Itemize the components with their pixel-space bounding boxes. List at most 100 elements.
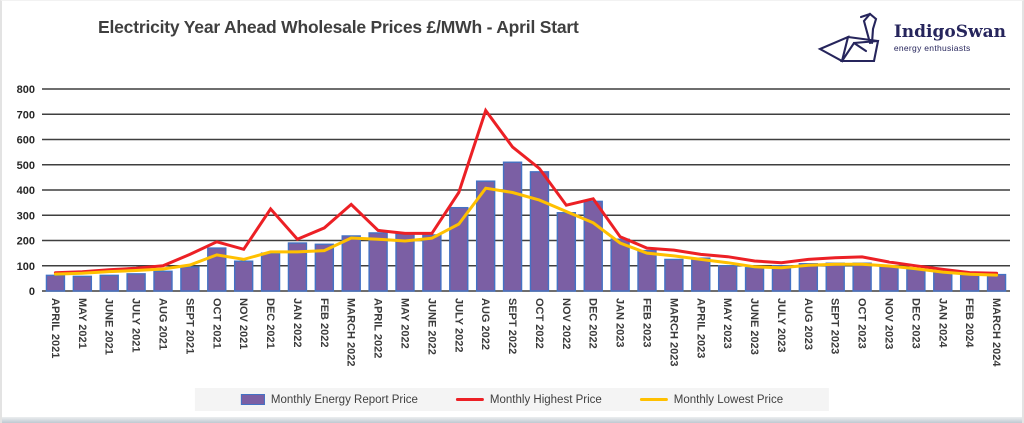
y-axis-labels: 0 100 200 300 400 500 600 700 800 [17,84,35,298]
bar-series [45,161,1007,292]
bar-sept-2022 [502,161,523,292]
x-tick-label-march-2023: MARCH 2023 [667,298,679,366]
bar-aug-2021 [153,270,173,292]
x-tick-label-nov-2021: NOV 2021 [237,298,249,349]
x-tick-label-sept-2021: SEPT 2021 [183,298,195,354]
x-tick-label-aug-2023: AUG 2023 [802,298,814,350]
x-tick-label-march-2024: MARCH 2024 [990,298,1002,367]
bar-oct-2022 [529,171,550,292]
bar-july-2023 [771,265,792,292]
chart-legend: Monthly Energy Report Price Monthly Highe… [194,388,830,411]
x-tick-label-nov-2022: NOV 2022 [560,298,572,349]
bar-aug-2022 [475,180,496,292]
logo-text: IndigoSwan energy enthusiasts [894,22,1006,53]
bar-april-2021 [45,274,66,292]
x-tick-label-feb-2023: FEB 2023 [641,298,653,348]
monthly-lowest-price-line [53,186,999,277]
bar-march-2024 [986,273,1007,292]
monthly-highest-price-line [53,107,999,275]
legend-label: Monthly Energy Report Price [270,393,418,406]
bar-dec-2022 [583,200,603,292]
x-tick-label-april-2023: APRIL 2023 [694,298,706,358]
legend-line-swatch [455,397,484,402]
bar-nov-2021 [233,260,254,292]
y-tick-label-500: 500 [17,160,35,172]
x-tick-label-may-2022: MAY 2022 [399,298,411,349]
x-tick-label-feb-2024: FEB 2024 [963,298,975,348]
x-tick-label-jan-2022: JAN 2022 [291,298,303,348]
x-tick-label-feb-2022: FEB 2022 [318,298,330,348]
x-tick-label-aug-2022: AUG 2022 [479,298,491,350]
bar-april-2023 [691,257,711,292]
x-tick-label-dec-2023: DEC 2023 [909,298,921,349]
bar-may-2021 [72,275,93,292]
bar-nov-2023 [879,265,899,292]
legend-line-swatch [639,397,668,402]
bar-nov-2022 [556,212,577,292]
x-tick-label-dec-2022: DEC 2022 [587,298,599,349]
bar-sept-2023 [825,262,845,292]
y-tick-label-0: 0 [29,286,35,298]
bar-oct-2021 [207,247,227,292]
bar-feb-2023 [637,249,657,292]
x-tick-label-march-2022: MARCH 2022 [345,298,357,366]
price-chart: 0 100 200 300 400 500 600 700 800 APRIL 2021 MAY 2… [17,84,1010,367]
x-tick-label-april-2021: APRIL 2021 [49,298,61,358]
x-tick-label-jan-2024: JAN 2024 [936,298,948,348]
bar-july-2021 [126,273,146,292]
y-tick-label-100: 100 [17,261,35,273]
x-tick-label-june-2023: JUNE 2023 [748,298,760,355]
y-tick-label-700: 700 [17,109,35,121]
legend-label: Monthly Lowest Price [673,393,784,406]
legend-bar-swatch [240,394,265,405]
x-tick-label-may-2023: MAY 2023 [721,298,733,349]
x-tick-label-april-2022: APRIL 2022 [372,298,384,358]
x-tick-label-dec-2021: DEC 2021 [264,298,276,349]
y-tick-label-300: 300 [17,210,35,222]
x-tick-label-aug-2021: AUG 2021 [157,298,169,350]
bar-feb-2022 [314,243,335,292]
x-tick-label-july-2021: JULY 2021 [130,298,142,352]
bottom-strip [2,417,1022,423]
origami-swan-icon [817,12,880,63]
bar-dec-2023 [906,268,926,292]
bar-march-2023 [664,258,684,292]
x-tick-label-jan-2023: JAN 2023 [614,298,626,348]
bar-april-2022 [368,232,388,292]
x-axis-labels: APRIL 2021 MAY 2021 JUNE 2021 JULY 2021 AUG … [49,298,1002,367]
legend-item-monthly-energy-report-price: Monthly Energy Report Price [240,393,418,406]
y-tick-label-200: 200 [17,236,35,248]
x-tick-label-sept-2023: SEPT 2023 [829,298,841,354]
bar-june-2022 [422,234,442,292]
bar-aug-2023 [798,263,819,292]
y-tick-label-400: 400 [17,185,35,197]
legend-item-monthly-highest-price: Monthly Highest Price [455,393,602,406]
page-title: Electricity Year Ahead Wholesale Prices … [98,17,579,37]
logo-name: IndigoSwan [893,21,1006,42]
bar-oct-2023 [852,262,872,292]
bar-july-2022 [449,206,469,292]
bar-sept-2021 [180,266,200,292]
x-tick-label-july-2023: JULY 2023 [775,298,787,352]
bar-dec-2021 [260,252,281,292]
legend-item-monthly-lowest-price: Monthly Lowest Price [639,393,784,406]
logo-tagline: energy enthusiasts [893,42,971,53]
legend-label: Monthly Highest Price [489,393,602,406]
bar-march-2022 [341,235,361,292]
bar-june-2021 [99,274,119,292]
x-tick-label-nov-2023: NOV 2023 [883,298,895,349]
x-tick-label-june-2022: JUNE 2022 [425,298,437,355]
y-tick-label-600: 600 [17,135,35,147]
x-tick-label-oct-2022: OCT 2022 [533,298,545,349]
gridlines [42,88,1010,292]
bar-may-2022 [395,233,415,292]
bar-jan-2022 [287,242,308,292]
x-tick-label-sept-2022: SEPT 2022 [506,298,518,354]
x-tick-label-may-2021: MAY 2021 [76,298,88,349]
x-tick-label-oct-2021: OCT 2021 [210,298,222,349]
bar-may-2023 [717,265,738,292]
x-tick-label-oct-2023: OCT 2023 [856,298,868,349]
x-tick-label-july-2022: JULY 2022 [452,298,464,352]
bar-june-2023 [744,267,765,292]
